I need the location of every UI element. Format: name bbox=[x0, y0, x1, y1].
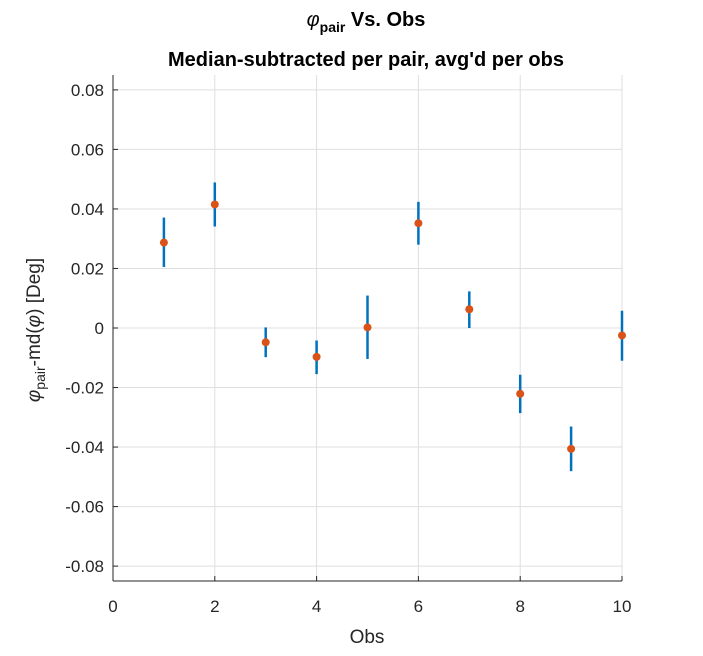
x-axis-label: Obs bbox=[350, 627, 385, 648]
x-tick-labels: 0 2 4 6 8 10 bbox=[108, 597, 631, 616]
title-rest: Vs. Obs bbox=[345, 9, 425, 31]
y-tick-label: 0.02 bbox=[71, 259, 104, 278]
y-tick-label: -0.02 bbox=[65, 379, 104, 398]
data-point bbox=[618, 331, 626, 340]
data-points bbox=[159, 200, 626, 453]
x-tick-label: 0 bbox=[108, 597, 117, 616]
data-point bbox=[465, 305, 474, 314]
data-point bbox=[363, 323, 372, 332]
ylabel-symbol: φ bbox=[24, 390, 45, 402]
data-point bbox=[312, 352, 321, 361]
y-tick-labels: -0.08 -0.06 -0.04 -0.02 0 0.02 0.04 0.06 0.08 bbox=[65, 81, 104, 576]
data-point bbox=[261, 338, 270, 347]
ylabel-end: ) [Deg] bbox=[24, 258, 45, 315]
data-point bbox=[159, 238, 168, 247]
title-symbol: φ bbox=[307, 9, 320, 31]
y-tick-label: 0.08 bbox=[71, 81, 104, 100]
data-point bbox=[516, 389, 525, 398]
y-tick-label: -0.08 bbox=[65, 557, 104, 576]
y-tick-label: 0.06 bbox=[71, 140, 104, 159]
ylabel-middle: -md( bbox=[24, 327, 45, 367]
x-tick-label: 4 bbox=[312, 597, 321, 616]
error-bars bbox=[162, 182, 624, 472]
y-tick-label: -0.06 bbox=[65, 498, 104, 517]
x-tick-label: 10 bbox=[613, 597, 632, 616]
ylabel-subscript: pair bbox=[32, 366, 48, 390]
data-point bbox=[210, 200, 219, 209]
axes bbox=[112, 75, 623, 582]
data-point bbox=[567, 444, 576, 453]
title-subscript: pair bbox=[320, 19, 346, 35]
data-point bbox=[414, 219, 423, 228]
y-tick-label: -0.04 bbox=[65, 438, 104, 457]
chart-subtitle: Median-subtracted per pair, avg'd per ob… bbox=[168, 49, 564, 71]
y-axis-label: φpair-md(φ) [Deg] bbox=[24, 258, 48, 402]
y-tick-label: 0 bbox=[95, 319, 104, 338]
y-tick-label: 0.04 bbox=[71, 200, 104, 219]
ylabel-symbol2: φ bbox=[24, 315, 45, 327]
x-tick-label: 2 bbox=[210, 597, 219, 616]
chart-title: φpair Vs. Obs bbox=[307, 9, 426, 35]
x-tick-label: 6 bbox=[414, 597, 423, 616]
x-tick-label: 8 bbox=[515, 597, 524, 616]
